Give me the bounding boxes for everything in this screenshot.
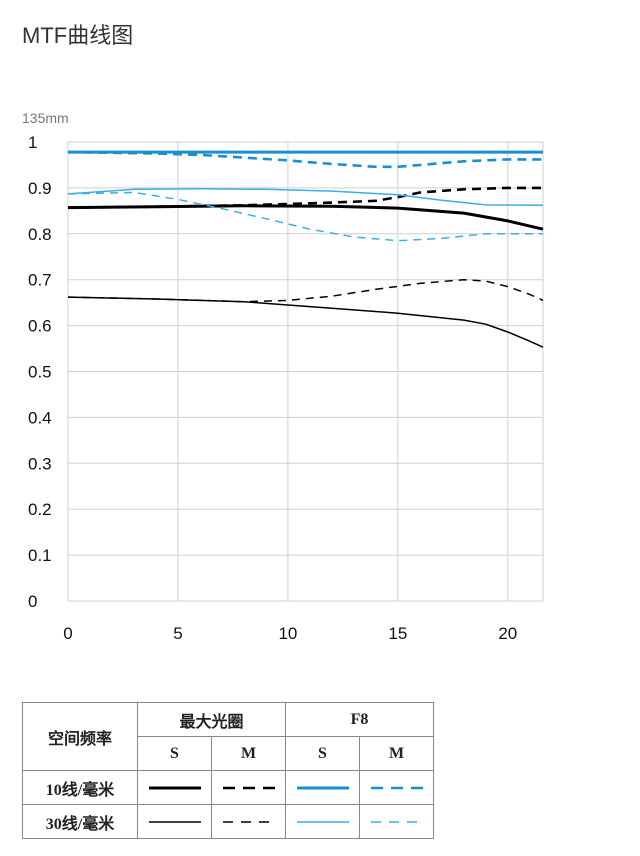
series-line-7 bbox=[67, 191, 543, 242]
x-tick-label: 20 bbox=[498, 624, 517, 643]
series-line-0 bbox=[67, 204, 544, 231]
legend-group-max-aperture: 最大光圈 bbox=[137, 702, 286, 737]
legend-line-sample bbox=[148, 786, 201, 789]
chart-series bbox=[67, 150, 544, 348]
legend-line-sample bbox=[148, 820, 201, 823]
legend-line-sample bbox=[222, 820, 275, 823]
legend-sample-max-30-s bbox=[137, 804, 212, 839]
y-tick-label: 0.5 bbox=[28, 363, 52, 382]
y-tick-label: 0.6 bbox=[28, 317, 52, 336]
x-tick-label: 15 bbox=[388, 624, 407, 643]
legend-line-sample bbox=[296, 820, 349, 823]
legend-line-sample bbox=[370, 820, 423, 823]
legend-sample-f8-10-m bbox=[359, 770, 434, 805]
legend-group-f8: F8 bbox=[285, 702, 434, 737]
x-tick-label: 0 bbox=[63, 624, 72, 643]
chart-ticks: 0 5 10 15 20 1 0.9 0.8 0.7 0.6 0.5 0.4 0.3 0.2 0.1 0 bbox=[28, 133, 517, 643]
x-tick-label: 10 bbox=[278, 624, 297, 643]
legend-sample-max-10-s bbox=[137, 770, 212, 805]
y-tick-label: 0.1 bbox=[28, 546, 52, 565]
legend-line-sample bbox=[370, 786, 423, 789]
legend-table: 空间频率 最大光圈 F8 S M S M 10线/毫米 30线/毫米 bbox=[22, 702, 434, 839]
legend-sub-s: S bbox=[137, 736, 212, 771]
legend-sample-f8-10-s bbox=[285, 770, 360, 805]
focal-length-label: 135mm bbox=[22, 110, 69, 126]
y-tick-label: 0.9 bbox=[28, 179, 52, 198]
legend-row-30: 30线/毫米 bbox=[22, 804, 138, 839]
chart-grid bbox=[67, 141, 544, 602]
y-tick-label: 1 bbox=[28, 133, 37, 152]
legend-sub-m: M bbox=[359, 736, 434, 771]
page-title: MTF曲线图 bbox=[22, 23, 134, 48]
y-tick-label: 0 bbox=[28, 592, 37, 611]
series-line-3 bbox=[67, 278, 544, 303]
legend-sample-max-30-m bbox=[211, 804, 286, 839]
x-tick-label: 5 bbox=[173, 624, 182, 643]
legend-row-header: 空间频率 bbox=[22, 702, 138, 771]
y-tick-label: 0.8 bbox=[28, 225, 52, 244]
legend-sample-max-10-m bbox=[211, 770, 286, 805]
series-line-5 bbox=[67, 150, 543, 169]
legend-sample-f8-30-s bbox=[285, 804, 360, 839]
y-tick-label: 0.2 bbox=[28, 500, 52, 519]
y-tick-label: 0.7 bbox=[28, 271, 52, 290]
legend-sample-f8-30-m bbox=[359, 804, 434, 839]
legend-line-sample bbox=[296, 786, 349, 789]
series-line-1 bbox=[67, 186, 543, 209]
legend-line-sample bbox=[222, 786, 275, 789]
legend-sub-m: M bbox=[211, 736, 286, 771]
y-tick-label: 0.3 bbox=[28, 454, 52, 473]
y-tick-label: 0.4 bbox=[28, 408, 52, 427]
series-line-6 bbox=[67, 188, 544, 207]
legend-row-10: 10线/毫米 bbox=[22, 770, 138, 805]
legend-sub-s: S bbox=[285, 736, 360, 771]
mtf-chart: 135mm 0 5 10 15 2010.90.80.70.60.50.40.30.20… bbox=[22, 110, 544, 643]
series-line-2 bbox=[67, 296, 544, 348]
